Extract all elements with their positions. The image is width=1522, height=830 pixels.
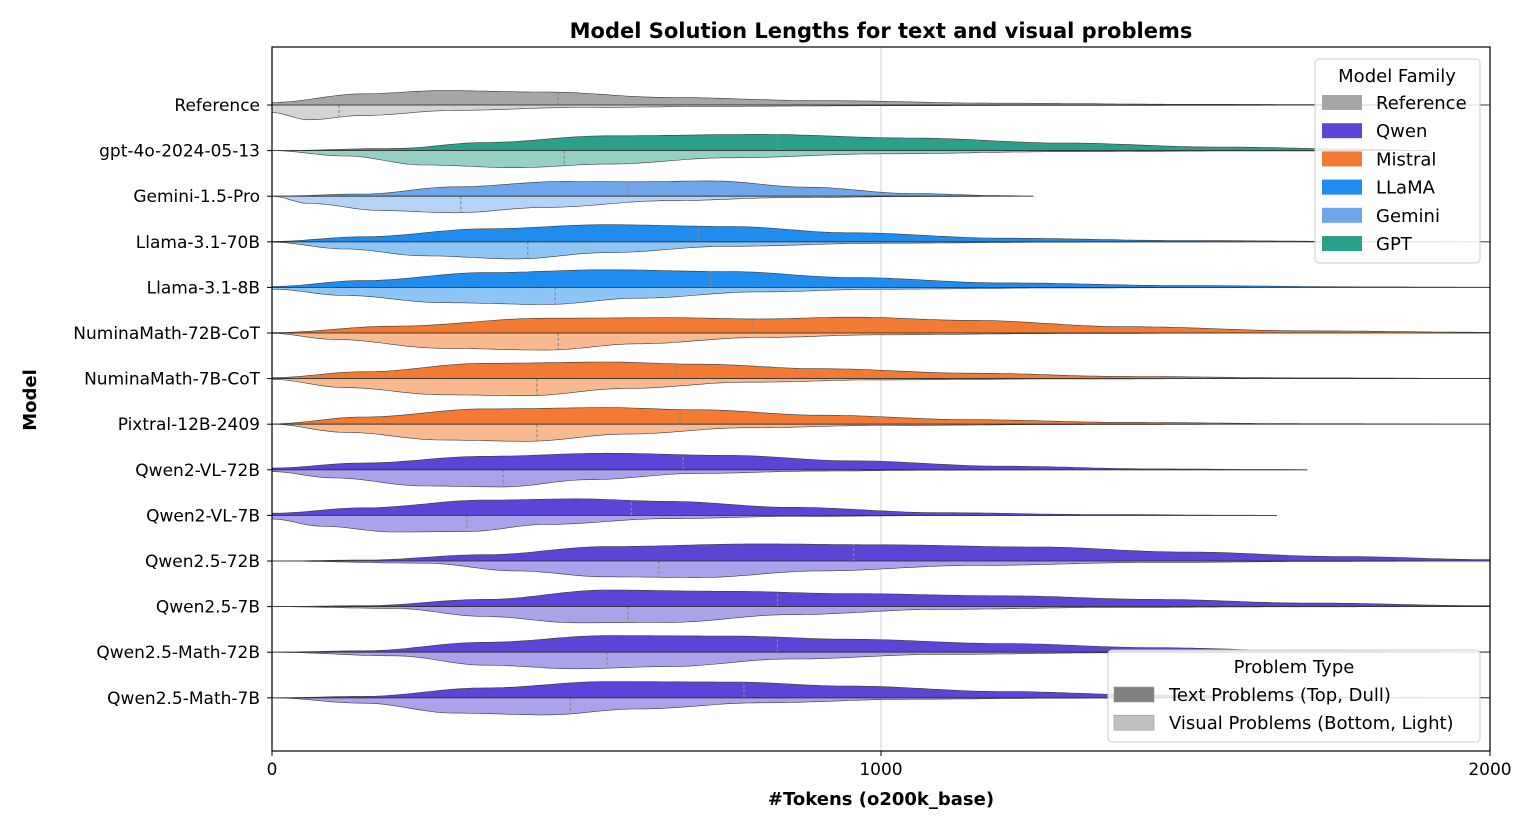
violin-bottom-qwen2-5-72b	[272, 560, 1490, 578]
y-axis-label: Model	[20, 369, 41, 431]
legend-label-gemini: Gemini	[1376, 206, 1440, 227]
legend-label-mistral: Mistral	[1376, 149, 1436, 170]
y-tick-label-reference: Reference	[174, 96, 260, 116]
violin-top-numinamath-72b-cot	[271, 316, 1491, 334]
x-axis-label: #Tokens (o200k_base)	[768, 789, 994, 810]
y-tick-label-pixtral-12b-2409: Pixtral-12B-2409	[118, 415, 260, 435]
y-tick-label-llama-3-1-70b: Llama-3.1-70B	[136, 233, 260, 253]
legend-swatch-mistral	[1322, 151, 1362, 167]
x-tick-label-1000: 1000	[859, 760, 902, 780]
legend-type-title: Problem Type	[1234, 657, 1355, 678]
y-tick-label-qwen2-vl-72b: Qwen2-VL-72B	[135, 461, 260, 481]
legend-swatch-reference	[1322, 95, 1362, 110]
violin-bottom-llama-3-1-8b	[271, 287, 1247, 305]
legend-label-reference: Reference	[1376, 93, 1467, 114]
legend-swatch-gemini	[1322, 207, 1362, 223]
legend-label-qwen: Qwen	[1376, 121, 1427, 142]
legend-type-box	[1107, 649, 1481, 743]
legend-label-gpt: GPT	[1376, 234, 1413, 255]
y-tick-label-gpt-4o-2024-05-13: gpt-4o-2024-05-13	[99, 142, 260, 162]
violin-top-gpt-4o-2024-05-13	[272, 134, 1430, 151]
y-tick-label-qwen2-5-72b: Qwen2.5-72B	[145, 552, 260, 572]
axes: Reference gpt-4o-2024-05-13 Gemini-1.5-Pro…	[73, 46, 1512, 780]
legend-family-title: Model Family	[1338, 66, 1456, 87]
x-tick-label-0: 0	[267, 760, 278, 780]
y-tick-label-gemini-1-5-pro: Gemini-1.5-Pro	[133, 187, 260, 207]
x-tick-label-2000: 2000	[1468, 760, 1511, 780]
legend-swatch-text-problems	[1113, 686, 1155, 703]
violin-top-llama-3-1-70b	[271, 224, 1490, 243]
violin-top-qwen2-vl-7b	[271, 498, 1277, 516]
y-tick-label-qwen2-vl-7b: Qwen2-VL-7B	[146, 506, 260, 526]
legend-label-visual-problems: Visual Problems (Bottom, Light)	[1169, 713, 1454, 734]
violin-bottom-gemini-1-5-pro	[271, 195, 1003, 214]
violin-top-qwen2-vl-72b	[271, 452, 1308, 471]
violin-bottom-qwen2-vl-72b	[271, 469, 1064, 488]
violin-top-reference	[271, 90, 1491, 106]
y-tick-label-numinamath-7b-cot: NuminaMath-7B-CoT	[84, 370, 261, 390]
violin-top-pixtral-12b-2409	[271, 407, 1491, 425]
legend-model-family: Model Family Reference Qwen Mistral LLaMA Gem…	[1314, 58, 1481, 264]
violin-top-numinamath-7b-cot	[271, 361, 1491, 379]
y-tick-label-llama-3-1-8b: Llama-3.1-8B	[147, 278, 260, 298]
legend-label-text-problems: Text Problems (Top, Dull)	[1168, 685, 1391, 706]
legend-problem-type: Problem Type Text Problems (Top, Dull) Vis…	[1107, 649, 1481, 743]
violin-top-gemini-1-5-pro	[272, 180, 1034, 197]
legend-swatch-gpt	[1322, 236, 1362, 251]
violin-bottom-numinamath-72b-cot	[271, 332, 1247, 351]
legend-swatch-qwen	[1322, 123, 1362, 139]
y-tick-label-qwen2-5-math-72b: Qwen2.5-Math-72B	[96, 643, 260, 663]
violin-top-qwen2-5-7b	[272, 589, 1491, 607]
violin-top-qwen2-5-72b	[272, 543, 1491, 562]
violins	[271, 90, 1491, 716]
y-tick-label-qwen2-5-7b: Qwen2.5-7B	[156, 598, 260, 618]
chart-title: Model Solution Lengths for text and visu…	[570, 19, 1193, 43]
legend-swatch-llama	[1322, 179, 1362, 195]
legend-swatch-visual-problems	[1113, 714, 1155, 731]
legend-label-llama: LLaMA	[1376, 178, 1436, 199]
y-tick-label-numinamath-72b-cot: NuminaMath-72B-CoT	[73, 324, 260, 344]
y-tick-label-qwen2-5-math-7b: Qwen2.5-Math-7B	[107, 689, 260, 709]
violin-top-llama-3-1-8b	[271, 269, 1491, 288]
